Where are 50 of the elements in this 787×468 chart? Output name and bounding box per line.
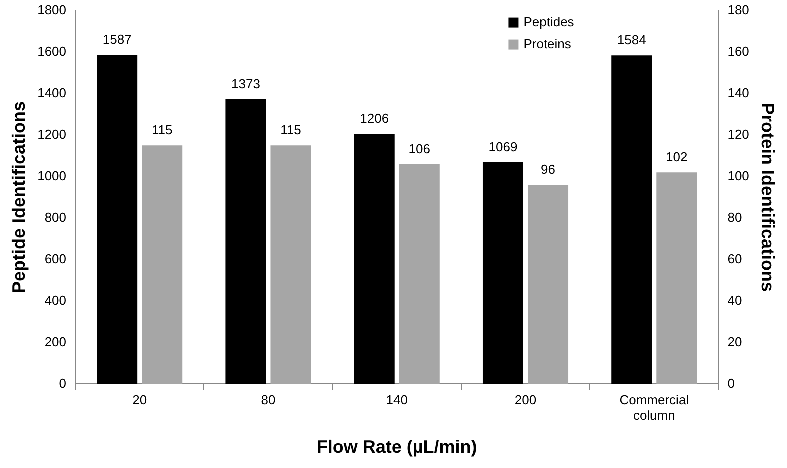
y-tick-label: 600 — [44, 251, 67, 266]
y-tick-label: 1000 — [38, 168, 67, 184]
data-label: 115 — [280, 122, 302, 138]
x-axis-title: Flow Rate (µL/min) — [316, 437, 478, 458]
y2-axis-title: Protein Identifications — [758, 102, 778, 292]
data-label: 1584 — [617, 32, 646, 48]
y2-tick-label: 0 — [728, 376, 735, 391]
bar — [528, 185, 569, 384]
data-label: 1206 — [360, 111, 390, 126]
x-tick-label: Commercial column — [620, 392, 690, 424]
bar — [612, 56, 652, 384]
data-label: 102 — [666, 150, 688, 165]
y2-tick-label: 120 — [728, 126, 750, 142]
bar — [97, 54, 138, 384]
bar — [656, 172, 698, 384]
y-tick-label: 1600 — [38, 44, 67, 59]
x-tick-label: 200 — [514, 392, 537, 408]
data-label: 115 — [152, 122, 173, 138]
legend-label: Proteins — [524, 36, 572, 52]
data-label: 1069 — [488, 140, 518, 155]
data-label: 1373 — [232, 76, 260, 92]
y-tick-label: 200 — [44, 334, 67, 350]
y-tick-label: 1400 — [38, 85, 67, 100]
y-tick-label: 0 — [59, 376, 67, 391]
data-label: 96 — [541, 162, 556, 178]
y-axis-title: Peptide Identifications — [8, 101, 29, 294]
y2-tick-label: 100 — [728, 168, 750, 184]
y-tick-label: 1200 — [38, 126, 67, 142]
data-label: 106 — [408, 141, 430, 156]
y2-tick-label: 40 — [728, 292, 742, 308]
y2-tick-label: 60 — [728, 251, 742, 266]
x-tick-label: 20 — [132, 392, 148, 408]
y2-tick-label: 80 — [728, 210, 742, 225]
bar — [399, 164, 440, 384]
y-tick-label: 400 — [44, 292, 67, 308]
bar — [270, 146, 312, 384]
y2-tick-label: 160 — [728, 44, 750, 59]
legend-label: Peptides — [524, 14, 575, 30]
data-label: 1587 — [102, 32, 132, 48]
y2-tick-label: 140 — [728, 85, 750, 100]
bar — [354, 134, 395, 384]
y-tick-label: 800 — [44, 210, 67, 225]
x-tick-label: 140 — [386, 392, 408, 408]
y-tick-label: 1800 — [38, 2, 67, 18]
y2-tick-label: 180 — [728, 2, 750, 18]
bar — [142, 146, 183, 384]
bar — [226, 99, 266, 384]
x-tick-label: 80 — [261, 392, 276, 408]
y2-tick-label: 20 — [728, 334, 742, 350]
bar — [482, 162, 524, 384]
